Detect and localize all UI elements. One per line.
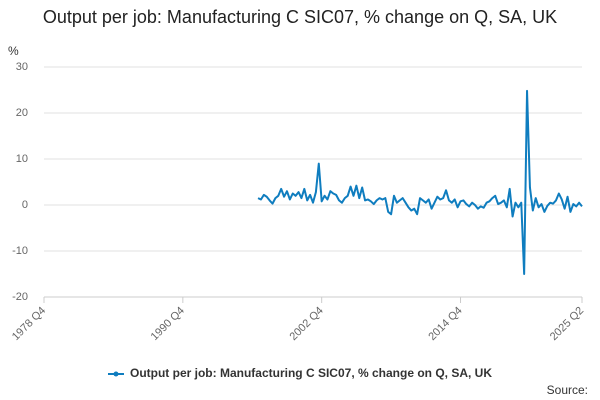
y-tick-label: 20 xyxy=(16,107,28,119)
y-tick-label: -10 xyxy=(12,245,28,257)
x-tick-label: 2025 Q2 xyxy=(548,305,586,343)
chart-title: Output per job: Manufacturing C SIC07, %… xyxy=(42,7,558,27)
legend-label: Output per job: Manufacturing C SIC07, %… xyxy=(130,366,492,380)
legend-marker xyxy=(113,371,119,377)
y-tick-label: 10 xyxy=(16,153,28,165)
y-tick-label: -20 xyxy=(12,291,28,303)
x-tick-label: 1990 Q4 xyxy=(149,305,187,343)
x-tick-label: 1978 Q4 xyxy=(10,305,48,343)
x-tick-label: 2002 Q4 xyxy=(288,305,326,343)
y-axis-label: % xyxy=(8,44,19,58)
source-label: Source: xyxy=(547,383,588,397)
x-tick-label: 2014 Q4 xyxy=(426,305,464,343)
y-tick-label: 30 xyxy=(16,61,28,73)
data-line xyxy=(257,89,583,275)
y-tick-label: 0 xyxy=(22,199,28,211)
